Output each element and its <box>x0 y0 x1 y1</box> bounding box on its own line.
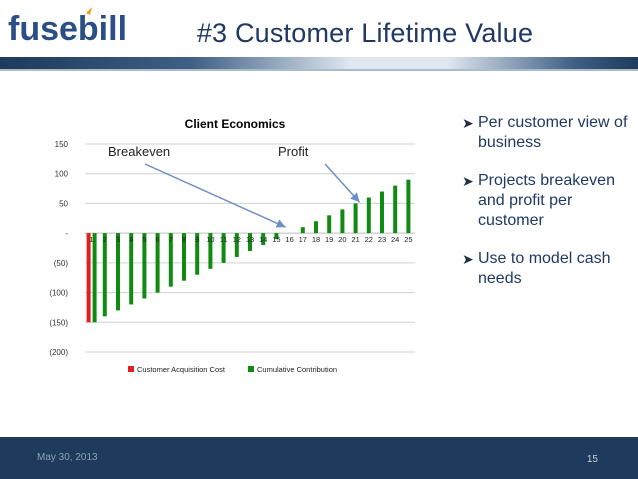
bullet-arrow-icon: ➤ <box>462 251 474 267</box>
x-tick-label: 14 <box>259 235 267 244</box>
bar-cumulative-contribution <box>102 233 107 317</box>
breakeven-arrow <box>144 163 286 228</box>
x-tick-label: 7 <box>169 235 173 244</box>
bullet-item: ➤ Use to model cash needs <box>462 249 632 289</box>
bullet-arrow-icon: ➤ <box>462 115 474 131</box>
x-tick-label: 10 <box>206 235 214 244</box>
slide-date: May 30, 2013 <box>37 452 98 463</box>
bar-cumulative-contribution <box>274 233 279 240</box>
bar-cumulative-contribution <box>406 179 411 234</box>
y-tick-label: (100) <box>49 289 68 298</box>
bar-cumulative-contribution <box>208 233 213 269</box>
bullet-text: Projects breakeven and profit per custom… <box>478 172 615 229</box>
bar-acquisition-cost <box>86 233 91 323</box>
bullet-item: ➤ Projects breakeven and profit per cust… <box>462 171 632 231</box>
legend-label-cumulative-contribution: Cumulative Contribution <box>257 365 337 374</box>
bar-cumulative-contribution <box>168 233 173 287</box>
bar-cumulative-contribution <box>155 233 160 293</box>
bar-cumulative-contribution <box>195 233 200 275</box>
legend-swatch-cumulative-contribution <box>248 366 254 372</box>
y-tick-label: 150 <box>55 140 69 149</box>
bar-cumulative-contribution <box>92 233 97 323</box>
y-tick-label: 50 <box>59 199 68 208</box>
legend-swatch-acquisition-cost <box>128 366 134 372</box>
y-tick-label: (150) <box>49 318 68 327</box>
fusebill-logo-graphic: fusebill <box>8 7 127 48</box>
chart-svg: Client Economics 150 100 50 - (50) (100) (150)… <box>49 117 415 374</box>
header-bar <box>0 57 638 69</box>
x-tick-label: 9 <box>195 235 199 244</box>
logo-text: fusebill <box>8 10 127 48</box>
bar-cumulative-contribution <box>182 233 186 281</box>
bullet-arrow-icon: ➤ <box>462 173 474 189</box>
bar-cumulative-contribution <box>142 233 147 299</box>
bullet-text: Per customer view of business <box>478 114 628 151</box>
chart-title: Client Economics <box>185 117 286 131</box>
legend-label-acquisition-cost: Customer Acquisition Cost <box>137 365 226 374</box>
bar-cumulative-contribution <box>366 197 371 234</box>
y-tick-label: (200) <box>49 348 68 357</box>
bullet-item: ➤ Per customer view of business <box>462 113 632 153</box>
logo-flame-icon <box>86 7 92 15</box>
page-number: 15 <box>586 454 598 465</box>
bullet-text: Use to model cash needs <box>478 250 611 287</box>
bar-cumulative-contribution <box>129 233 134 305</box>
bar-cumulative-contribution <box>340 209 345 234</box>
x-tick-label: 5 <box>142 235 146 244</box>
x-tick-label: 21 <box>351 235 359 244</box>
bar-cumulative-contribution <box>221 233 226 263</box>
x-tick-label: 22 <box>365 235 373 244</box>
x-tick-label: 24 <box>391 235 399 244</box>
bar-cumulative-contribution <box>314 221 318 234</box>
bar-cumulative-contribution <box>380 191 384 234</box>
bar-cumulative-contribution <box>327 215 332 234</box>
profit-annotation: Profit <box>278 144 309 159</box>
bar-cumulative-contribution <box>248 233 252 251</box>
bar-cumulative-contribution <box>234 233 239 257</box>
y-tick-label: 100 <box>55 170 69 179</box>
x-tick-label: 23 <box>378 235 386 244</box>
x-tick-label: 25 <box>404 235 412 244</box>
header-divider <box>0 69 638 71</box>
slide-title: #3 Customer Lifetime Value <box>196 18 534 48</box>
x-tick-label: 19 <box>325 235 333 244</box>
client-economics-chart: Client Economics 150 100 50 - (50) (100) (150)… <box>40 110 430 390</box>
x-tick-label: 3 <box>116 235 120 244</box>
footer-bar: May 30, 2013 15 <box>0 437 638 479</box>
x-tick-label: 13 <box>246 235 254 244</box>
bullet-list: ➤ Per customer view of business ➤ Projec… <box>462 113 632 307</box>
bar-cumulative-contribution <box>353 203 358 234</box>
bar-cumulative-contribution <box>300 227 305 234</box>
breakeven-annotation: Breakeven <box>108 144 170 159</box>
x-tick-label: 15 <box>272 235 280 244</box>
fusebill-logo: fusebill <box>6 4 166 56</box>
x-tick-label: 18 <box>312 235 320 244</box>
bar-cumulative-contribution <box>261 233 266 246</box>
x-tick-label: 8 <box>182 235 186 244</box>
y-tick-label: (50) <box>54 259 69 268</box>
x-tick-label: 17 <box>299 235 307 244</box>
x-tick-label: 4 <box>129 235 133 244</box>
x-tick-label: 12 <box>233 235 241 244</box>
x-tick-label: 1 <box>90 235 94 244</box>
x-tick-label: 16 <box>285 235 293 244</box>
bar-cumulative-contribution <box>116 233 120 311</box>
x-tick-label: 6 <box>156 235 160 244</box>
y-tick-label: - <box>65 229 68 238</box>
x-tick-label: 2 <box>103 235 107 244</box>
x-tick-label: 20 <box>338 235 346 244</box>
bar-cumulative-contribution <box>393 185 398 234</box>
x-tick-label: 11 <box>220 235 228 244</box>
profit-arrow <box>324 163 361 203</box>
